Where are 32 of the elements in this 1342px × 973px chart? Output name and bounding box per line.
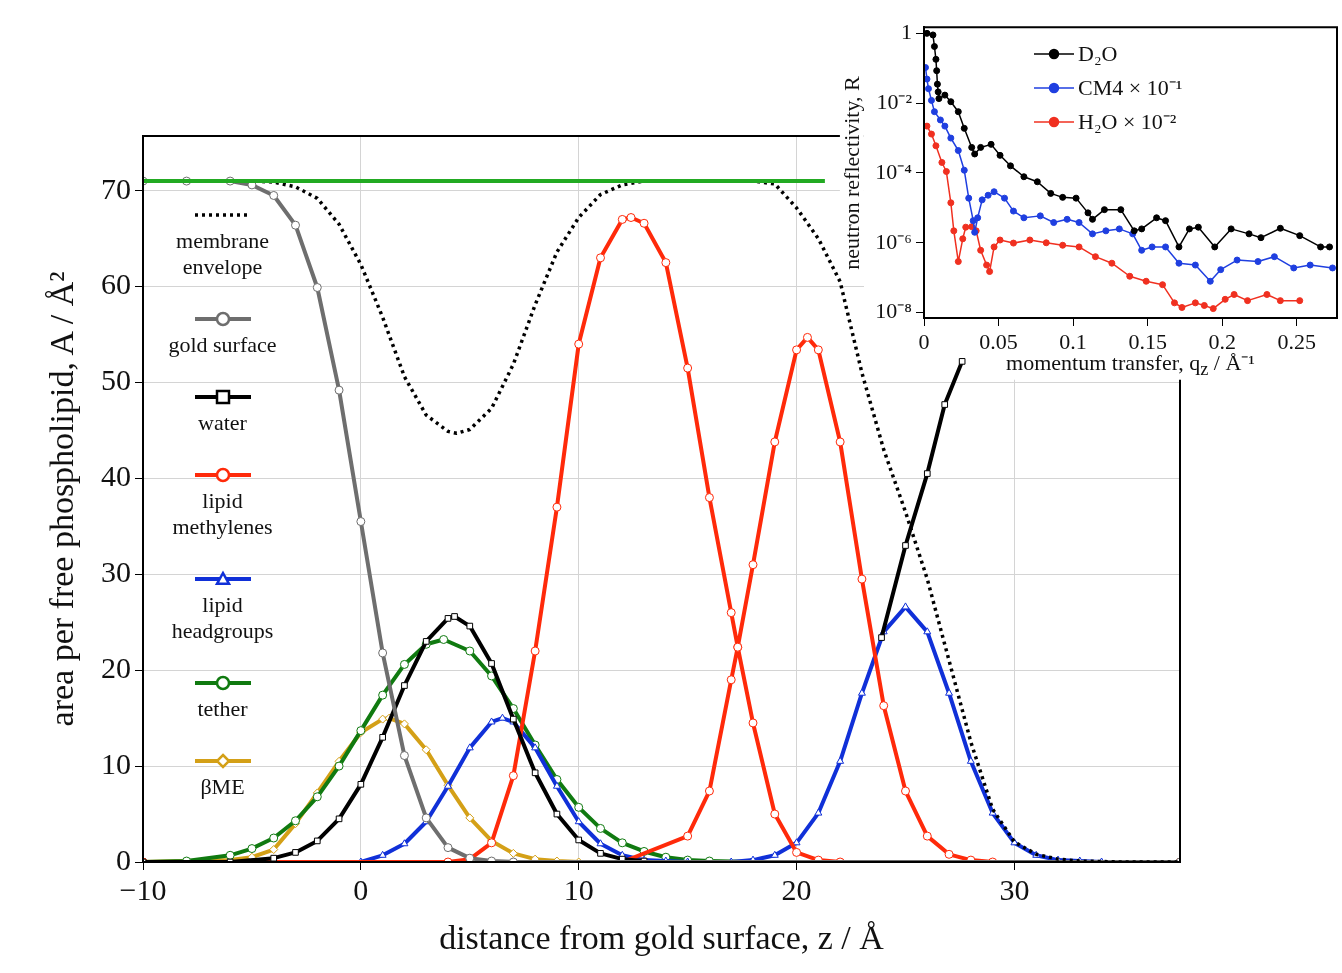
y-tick-label: 30 bbox=[101, 555, 131, 589]
y-tick-label: 1 bbox=[901, 19, 912, 45]
legend-label: water bbox=[197, 410, 248, 436]
y-tick-label: 10⁻² bbox=[876, 88, 913, 114]
legend-label: CM4 × 10⁻¹ bbox=[1078, 75, 1183, 102]
x-tick-label: 30 bbox=[999, 872, 1030, 906]
y-tick-label: 20 bbox=[101, 651, 131, 685]
legend-label: tether bbox=[196, 696, 249, 722]
legend-label: D₂O bbox=[1078, 41, 1118, 68]
y-tick-label: 10 bbox=[101, 746, 131, 780]
legend-label: H₂O × 10⁻² bbox=[1078, 109, 1177, 136]
x-tick-label: 0 bbox=[918, 328, 930, 354]
legend-label: gold surface bbox=[167, 332, 278, 358]
legend-label: membrane envelope bbox=[175, 228, 270, 280]
y-axis-title: neutron reflectivity, R bbox=[838, 75, 865, 270]
y-axis-title: area per free phospholipid, A / Å² bbox=[43, 271, 81, 727]
x-tick-label: 10 bbox=[563, 872, 594, 906]
y-tick-label: 10⁻⁶ bbox=[875, 228, 912, 254]
x-tick-label: 0.25 bbox=[1277, 328, 1316, 354]
legend-label: βME bbox=[199, 774, 246, 800]
y-tick-label: 10⁻⁴ bbox=[875, 158, 913, 184]
y-tick-label: 40 bbox=[101, 459, 131, 493]
x-tick-label: 0 bbox=[353, 872, 369, 906]
legend-label: lipid headgroups bbox=[170, 592, 275, 644]
y-tick-label: 50 bbox=[101, 363, 131, 397]
x-axis-title: momentum transfer, q$_{z}$ / Å⁻¹ bbox=[1006, 349, 1255, 380]
y-tick-label: 60 bbox=[101, 267, 131, 301]
legend-label: lipid methylenes bbox=[171, 488, 274, 540]
x-tick-label: 20 bbox=[781, 872, 812, 906]
y-tick-label: 10⁻⁸ bbox=[875, 298, 912, 324]
y-tick-label: 70 bbox=[101, 171, 131, 205]
x-axis-title: distance from gold surface, z / Å bbox=[439, 919, 884, 957]
